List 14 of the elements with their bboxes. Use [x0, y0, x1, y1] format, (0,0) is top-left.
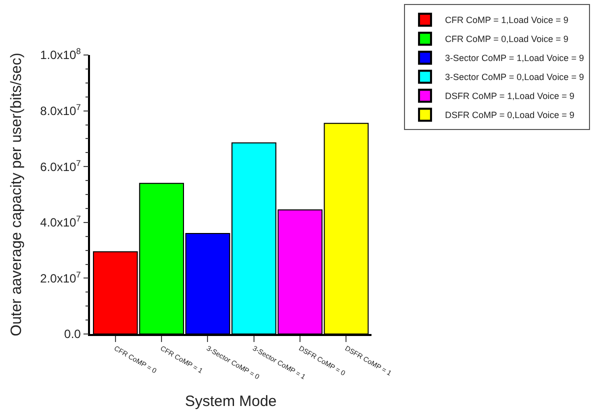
- y-tick-label: 2.0x10$^{7}$: [40, 269, 82, 286]
- legend-label: DSFR CoMP = 0,Load Voice = 9: [445, 110, 574, 120]
- legend-label: 3-Sector CoMP = 1,Load Voice = 9: [445, 53, 584, 64]
- y-tick-label: 8.0x10$^{7}$: [40, 102, 82, 118]
- y-tick-label: 1.0x10$^{8}$: [40, 46, 82, 62]
- legend-label: CFR CoMP = 0,Load Voice = 9: [445, 34, 568, 44]
- legend-label: DSFR CoMP = 1,Load Voice = 9: [445, 91, 574, 102]
- y-tick-label: 4.0x10$^{7}$: [40, 214, 82, 230]
- y-axis-title: Outer aaverage capacity per user(bits/sec): [8, 52, 25, 336]
- legend-label: 3-Sector CoMP = 0,Load Voice = 9: [445, 72, 584, 82]
- legend-label: CFR CoMP = 1,Load Voice = 9: [445, 15, 568, 26]
- y-tick-label: 6.0x10$^{7}$: [40, 158, 82, 174]
- x-axis-title: System Mode: [184, 392, 277, 410]
- y-tick-label: 0.0: [64, 327, 82, 342]
